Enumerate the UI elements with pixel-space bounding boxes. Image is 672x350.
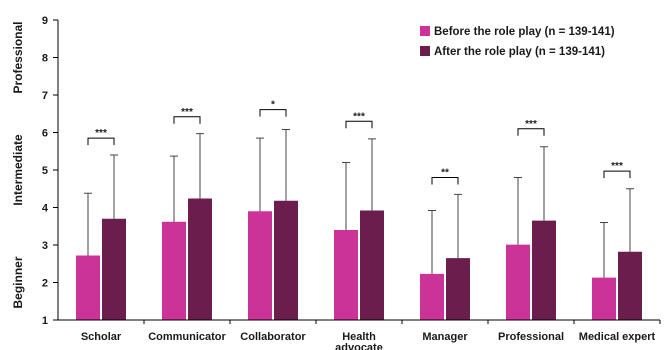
y-band-labels: Professional Intermediate Beginner	[11, 21, 25, 308]
significance-bracket	[603, 170, 631, 179]
bar	[420, 273, 444, 320]
significance-bracket	[431, 177, 459, 185]
bar	[274, 200, 298, 320]
x-category-label: Professional	[498, 331, 564, 343]
bar	[334, 230, 358, 320]
y-tick-label: 4	[42, 203, 49, 215]
bar	[248, 211, 272, 320]
y-band-label: Professional	[11, 21, 25, 93]
significance-label: ***	[525, 119, 537, 130]
y-tick-label: 5	[42, 165, 48, 177]
y-band-label: Beginner	[11, 256, 25, 308]
significance-bracket	[173, 116, 201, 124]
error-bars	[84, 129, 634, 278]
x-category-label: advocate	[335, 342, 383, 350]
x-axis: Scholar Communicator Collaborator Healthadv…	[58, 319, 661, 350]
x-category-label: Communicator	[148, 331, 226, 343]
significance-label: ***	[95, 128, 107, 139]
bar	[102, 218, 126, 320]
significance-bracket	[259, 109, 287, 117]
legend-label: After the role play (n = 139-141)	[434, 46, 605, 58]
legend-swatch	[420, 26, 430, 36]
bar	[76, 255, 100, 320]
bar	[360, 210, 384, 320]
significance-label: **	[441, 168, 449, 179]
x-category-label: Manager	[422, 331, 468, 343]
x-category-label: Health	[342, 331, 376, 343]
y-tick-label: 2	[42, 278, 48, 290]
significance-brackets: ******************	[87, 100, 631, 185]
legend: Before the role play (n = 139-141) After …	[420, 26, 615, 58]
legend-label: Before the role play (n = 139-141)	[434, 26, 615, 38]
significance-label: ***	[353, 111, 365, 122]
y-tick-label: 3	[42, 240, 48, 252]
x-category-label: Collaborator	[240, 331, 306, 343]
significance-label: ***	[611, 161, 623, 172]
y-tick-label: 7	[42, 90, 48, 102]
significance-bracket	[87, 137, 115, 146]
significance-bracket	[345, 120, 373, 129]
y-tick-label: 9	[42, 15, 48, 27]
y-band-label: Intermediate	[11, 134, 25, 206]
bar	[446, 258, 470, 320]
bar	[188, 198, 212, 320]
x-category-label: Scholar	[81, 331, 122, 343]
y-axis: 1 2 3 4 5 6 7 8 9	[42, 15, 59, 327]
legend-swatch	[420, 46, 430, 56]
bar	[532, 220, 556, 320]
bar	[506, 244, 530, 320]
bar	[618, 251, 642, 320]
bar	[162, 221, 186, 320]
bar	[592, 277, 616, 320]
significance-bracket	[517, 128, 545, 136]
x-category-label: Medical expert	[579, 331, 656, 343]
y-tick-label: 6	[42, 128, 48, 140]
bars	[76, 198, 642, 320]
significance-label: ***	[181, 107, 193, 118]
y-tick-label: 1	[42, 315, 48, 327]
significance-label: *	[271, 100, 275, 111]
y-tick-label: 8	[42, 53, 48, 65]
